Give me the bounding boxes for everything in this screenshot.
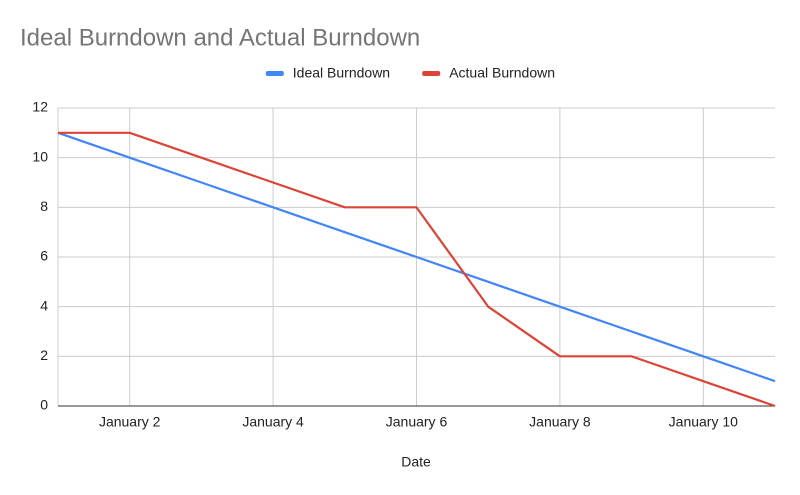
x-axis-title: Date	[401, 454, 431, 470]
series-line	[58, 131, 776, 408]
x-tick-label: January 6	[386, 414, 448, 430]
x-tick-label: January 8	[529, 414, 591, 430]
y-tick-label: 12	[32, 99, 48, 115]
y-tick-label: 8	[40, 198, 48, 214]
x-tick-label: January 4	[242, 414, 304, 430]
legend-label: Actual Burndown	[449, 65, 555, 81]
y-tick-label: 10	[32, 148, 48, 164]
legend-label: Ideal Burndown	[293, 65, 390, 81]
y-tick-label: 2	[40, 347, 48, 363]
legend-swatch	[422, 71, 441, 76]
chart-title: Ideal Burndown and Actual Burndown	[20, 24, 420, 51]
y-tick-label: 6	[40, 248, 48, 264]
x-tick-label: January 2	[99, 414, 161, 430]
y-tick-label: 4	[40, 297, 48, 313]
series-line	[57, 131, 776, 383]
y-tick-label: 0	[40, 397, 48, 413]
x-tick-label: January 10	[669, 414, 738, 430]
legend-swatch	[265, 71, 284, 76]
